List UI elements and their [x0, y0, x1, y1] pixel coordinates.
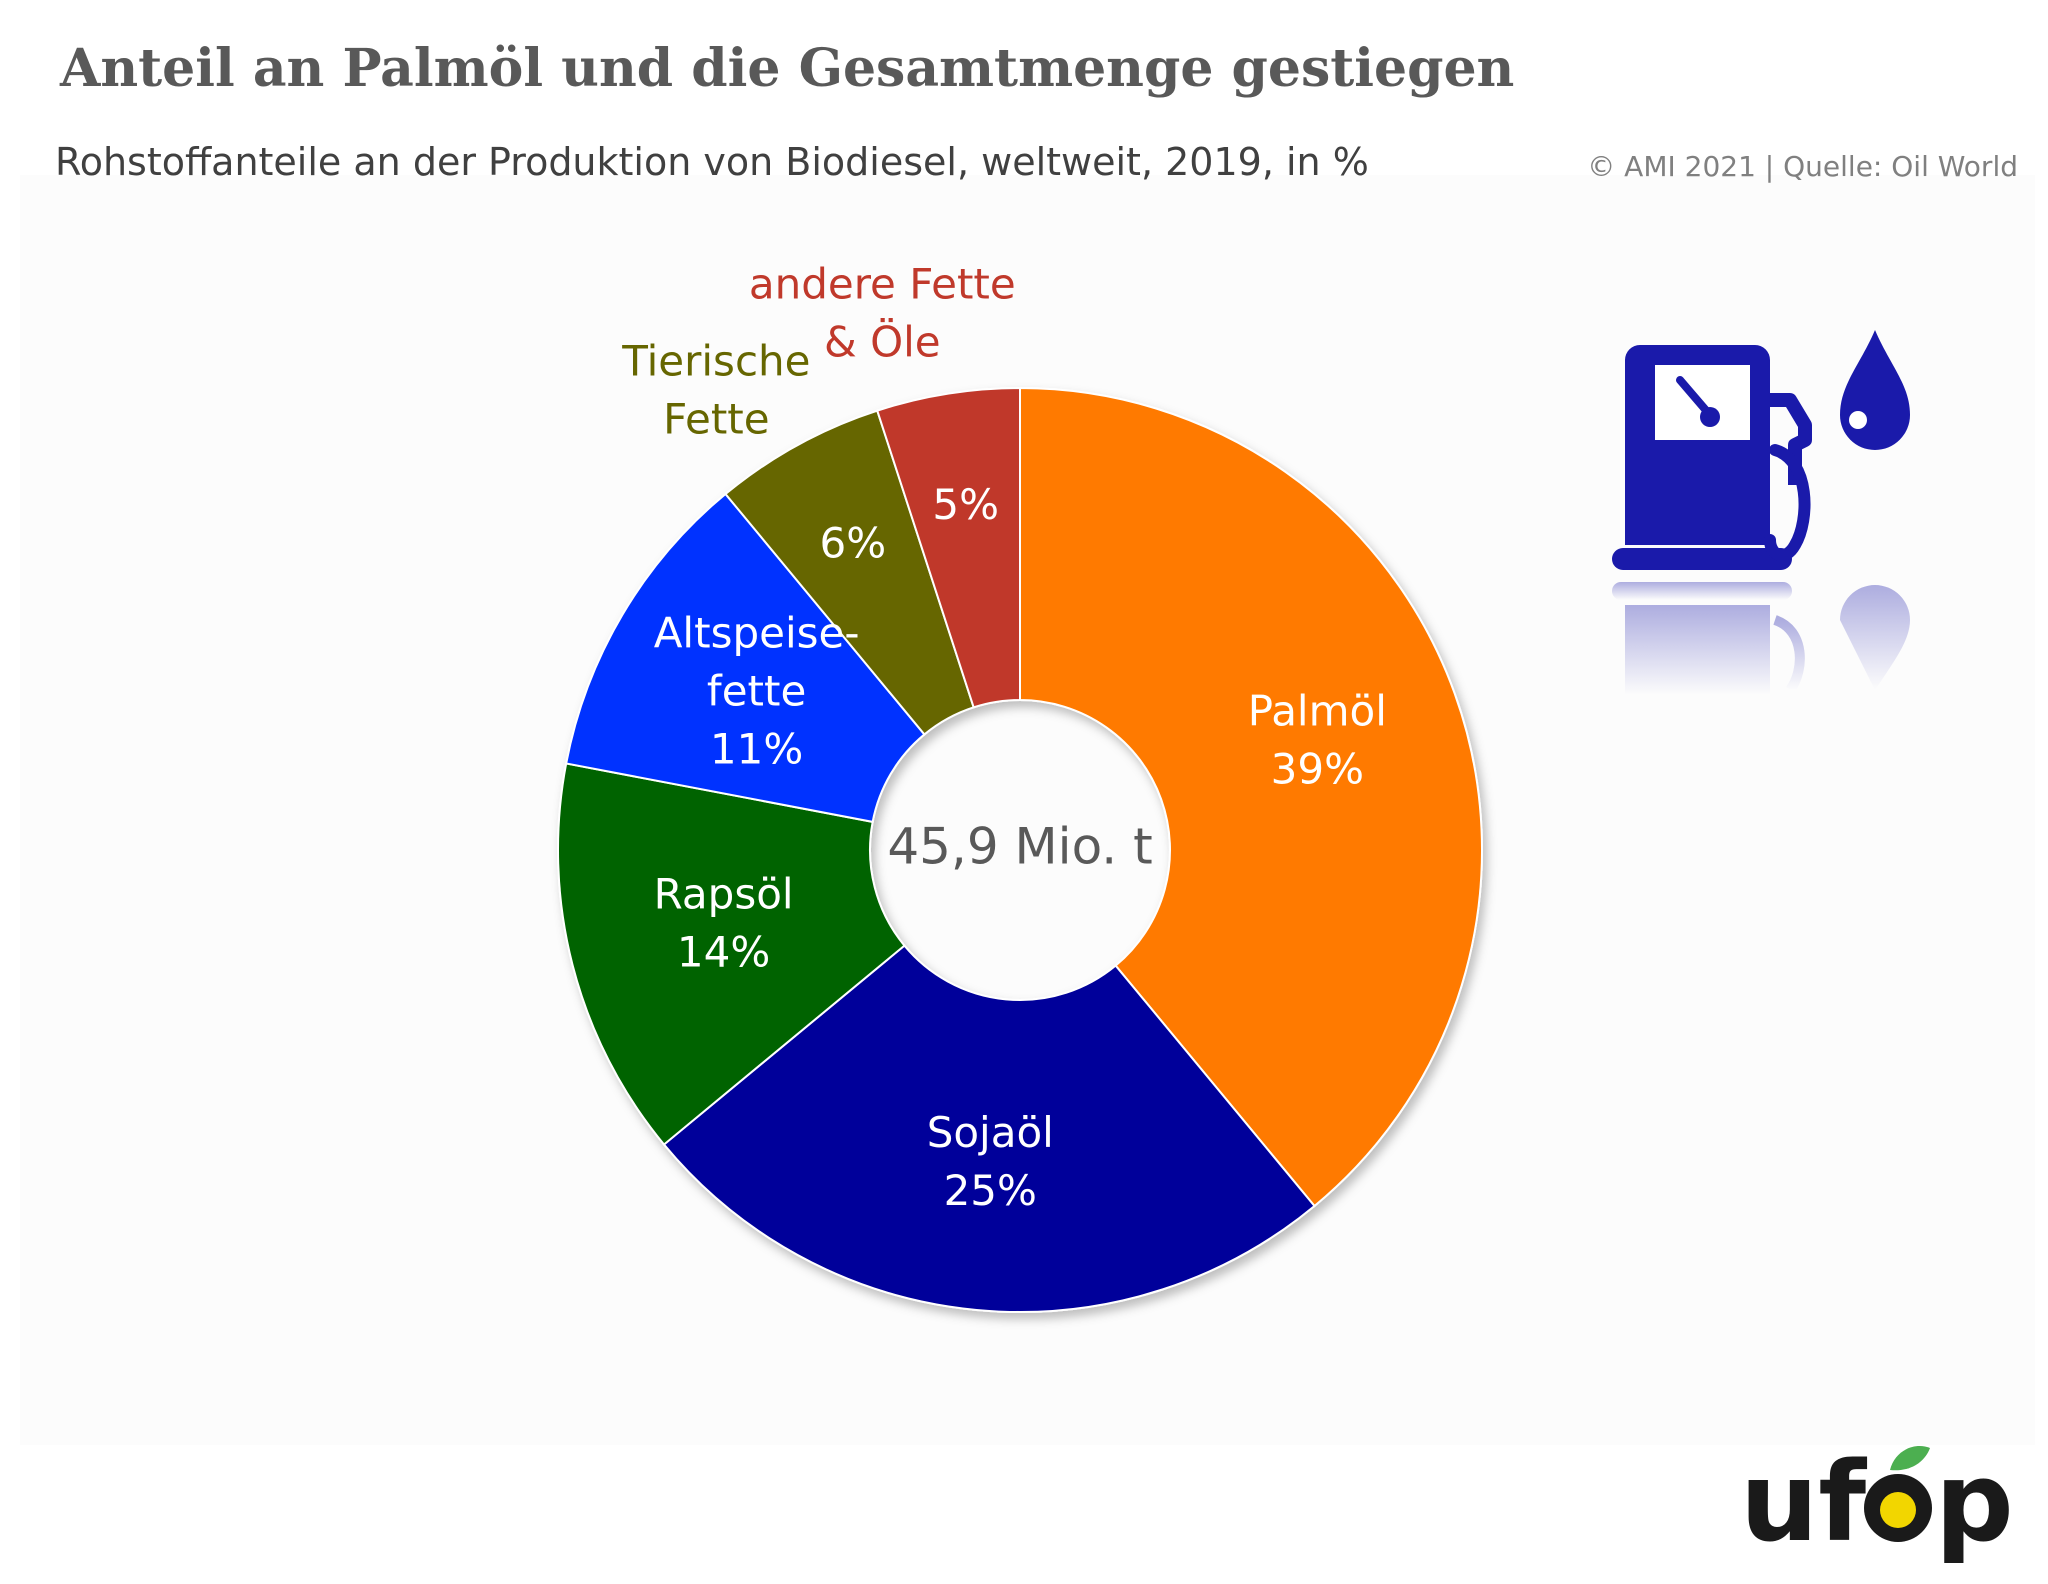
slice-name-label: Tierische [621, 337, 810, 386]
slice-rapsöl [557, 762, 906, 1146]
slice-name-label: fette [707, 667, 806, 716]
slice-name-label: Sojaöl [927, 1108, 1054, 1157]
slice-name-label: Palmöl [1248, 686, 1387, 735]
slice-value-label: 25% [944, 1166, 1037, 1215]
slice-name-label: Rapsöl [654, 870, 794, 919]
slice-value-label: 5% [932, 480, 999, 529]
slice-name-label: & Öle [824, 317, 941, 367]
svg-text:uf: uf [1740, 1438, 1867, 1566]
slice-value-label: 6% [820, 518, 887, 567]
ufop-logo: uf p [1740, 1438, 2014, 1566]
slice-value-label: 39% [1271, 744, 1364, 793]
slice-palmöl [1019, 386, 1484, 1208]
svg-text:p: p [1935, 1438, 2014, 1566]
slice-value-label: 14% [677, 928, 770, 977]
fuel-pump-icon [1612, 330, 1910, 695]
slice-name-label: andere Fette [749, 260, 1016, 309]
source-note: © AMI 2021 | Quelle: Oil World [1587, 150, 2018, 183]
chart-subtitle: Rohstoffanteile an der Produktion von Bi… [55, 140, 1369, 184]
center-total-label: 45,9 Mio. t [887, 818, 1152, 876]
slice-sojaöl [662, 944, 1316, 1314]
slice-andere-fette-öle [875, 386, 1021, 709]
slice-name-label: Fette [663, 395, 769, 444]
slice-name-label: Altspeise- [654, 609, 860, 658]
slice-value-label: 11% [710, 725, 803, 774]
slice-altspeisefette [565, 492, 926, 824]
chart-title: Anteil an Palmöl und die Gesamtmenge ges… [60, 38, 1515, 99]
oil-drop-icon [1840, 330, 1910, 450]
